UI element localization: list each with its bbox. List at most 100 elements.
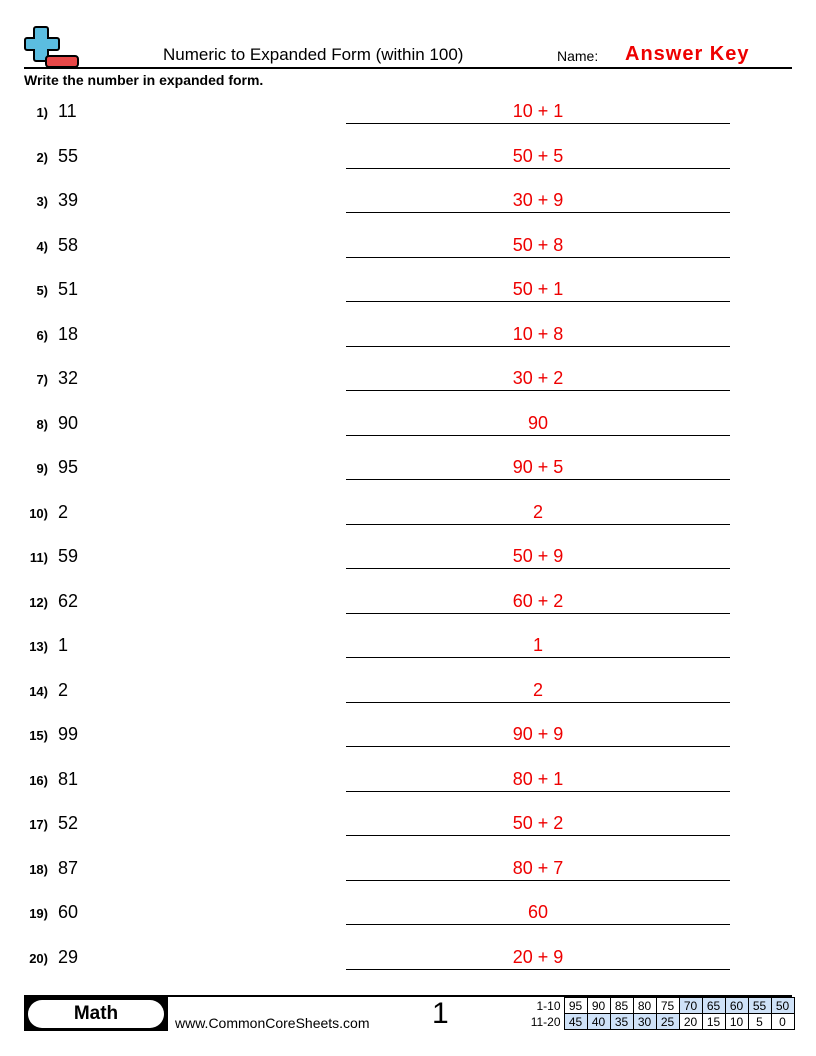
answer-line[interactable] (346, 479, 730, 480)
problem-number: 8) (36, 416, 48, 432)
score-cell: 95 (563, 997, 588, 1014)
problem-row: 6) 18 10 + 8 (0, 324, 816, 378)
score-cell: 80 (632, 997, 657, 1014)
problem-value: 39 (58, 190, 79, 210)
instructions: Write the number in expanded form. (24, 72, 264, 88)
problem-row: 12) 62 60 + 2 (0, 591, 816, 645)
problem-number: 13) (29, 639, 48, 654)
problem-number: 17) (29, 817, 48, 832)
answer-line[interactable] (346, 701, 730, 703)
problem-row: 1) 11 10 + 1 (0, 101, 816, 155)
answer-line[interactable] (346, 612, 730, 614)
problem-row: 8) 90 90 (0, 413, 816, 467)
problem-number: 12) (29, 594, 48, 610)
problem-number: 3) (36, 194, 48, 209)
score-row: 1-10 95 90 85 80 75 70 65 60 55 50 (528, 997, 795, 1014)
answer-line[interactable] (346, 123, 730, 124)
problem-value: 58 (58, 234, 79, 255)
answer-text: 80 + 1 (512, 768, 564, 789)
answer-text: 50 + 1 (512, 279, 564, 299)
problem-number: 19) (29, 906, 48, 921)
answer-text: 1 (532, 635, 543, 655)
answer-line[interactable] (346, 256, 730, 258)
answer-line[interactable] (346, 657, 730, 658)
score-cell: 45 (563, 1013, 588, 1030)
problem-row: 11) 59 50 + 9 (0, 546, 816, 600)
answer-line[interactable] (346, 835, 730, 836)
score-row: 11-20 45 40 35 30 25 20 15 10 5 0 (528, 1013, 795, 1030)
answer-text: 60 (527, 902, 549, 922)
problem-value: 2 (58, 679, 69, 700)
problem-row: 15) 99 90 + 9 (0, 724, 816, 778)
answer-line[interactable] (346, 523, 730, 525)
subject-label: Math (28, 1000, 164, 1028)
answer-key-label: Answer Key (625, 43, 750, 65)
problem-number: 18) (29, 861, 48, 877)
answer-text: 30 + 2 (512, 368, 564, 388)
problem-row: 14) 2 2 (0, 680, 816, 734)
problem-row: 13) 1 1 (0, 635, 816, 689)
answer-text: 50 + 5 (512, 145, 564, 166)
answer-line[interactable] (346, 212, 730, 213)
problem-number: 16) (29, 772, 48, 788)
website-link[interactable]: www.CommonCoreSheets.com (175, 1015, 370, 1031)
problem-row: 4) 58 50 + 8 (0, 235, 816, 289)
score-cell: 10 (724, 1013, 749, 1030)
problem-row: 10) 2 2 (0, 502, 816, 556)
problem-number: 11) (29, 550, 48, 565)
score-cell: 50 (770, 997, 795, 1014)
problem-number: 1) (36, 105, 48, 120)
problem-row: 5) 51 50 + 1 (0, 279, 816, 333)
problem-value: 99 (58, 724, 79, 744)
answer-text: 30 + 9 (512, 190, 564, 210)
header-divider (24, 67, 792, 69)
answer-text: 2 (532, 501, 543, 522)
answer-line[interactable] (346, 568, 730, 569)
score-table: 1-10 95 90 85 80 75 70 65 60 55 50 11-20 45 40 35 30 25 2… (528, 997, 795, 1030)
score-cell: 55 (747, 997, 772, 1014)
answer-line[interactable] (346, 968, 730, 970)
answer-line[interactable] (346, 345, 730, 347)
answer-line[interactable] (346, 167, 730, 169)
answer-text: 80 + 7 (512, 857, 564, 878)
score-cell: 35 (609, 1013, 634, 1030)
answer-line[interactable] (346, 434, 730, 436)
score-cell: 85 (609, 997, 634, 1014)
answer-line[interactable] (346, 879, 730, 881)
answer-text: 90 + 9 (512, 724, 564, 744)
answer-line[interactable] (346, 746, 730, 747)
problem-number: 20) (29, 950, 48, 966)
answer-text: 10 + 8 (512, 323, 564, 344)
answer-line[interactable] (346, 390, 730, 391)
worksheet-title: Numeric to Expanded Form (within 100) (163, 45, 464, 64)
score-cell: 15 (701, 1013, 726, 1030)
answer-text: 90 (527, 412, 549, 433)
answer-text: 50 + 9 (512, 546, 564, 566)
problem-number: 4) (36, 238, 48, 254)
problem-row: 17) 52 50 + 2 (0, 813, 816, 867)
problem-row: 2) 55 50 + 5 (0, 146, 816, 200)
answer-text: 90 + 5 (512, 457, 564, 477)
score-cell: 60 (724, 997, 749, 1014)
answer-line[interactable] (346, 924, 730, 925)
problem-value: 51 (58, 279, 79, 299)
score-cell: 20 (678, 1013, 703, 1030)
answer-text: 50 + 8 (512, 234, 564, 255)
answer-line[interactable] (346, 301, 730, 302)
score-cell: 5 (747, 1013, 772, 1030)
score-cell: 70 (678, 997, 703, 1014)
problem-value: 52 (58, 813, 79, 833)
answer-text: 50 + 2 (512, 813, 564, 833)
score-cell: 90 (586, 997, 611, 1014)
problem-number: 10) (29, 505, 48, 521)
answer-text: 10 + 1 (512, 101, 564, 121)
problem-row: 9) 95 90 + 5 (0, 457, 816, 511)
problem-row: 19) 60 60 (0, 902, 816, 956)
plus-minus-logo-icon (24, 26, 79, 68)
answer-line[interactable] (346, 790, 730, 792)
problem-row: 18) 87 80 + 7 (0, 858, 816, 912)
answer-text: 60 + 2 (512, 590, 564, 611)
footer-divider (24, 995, 792, 997)
problem-number: 15) (29, 728, 48, 743)
score-range-label: 1-10 (536, 998, 561, 1013)
